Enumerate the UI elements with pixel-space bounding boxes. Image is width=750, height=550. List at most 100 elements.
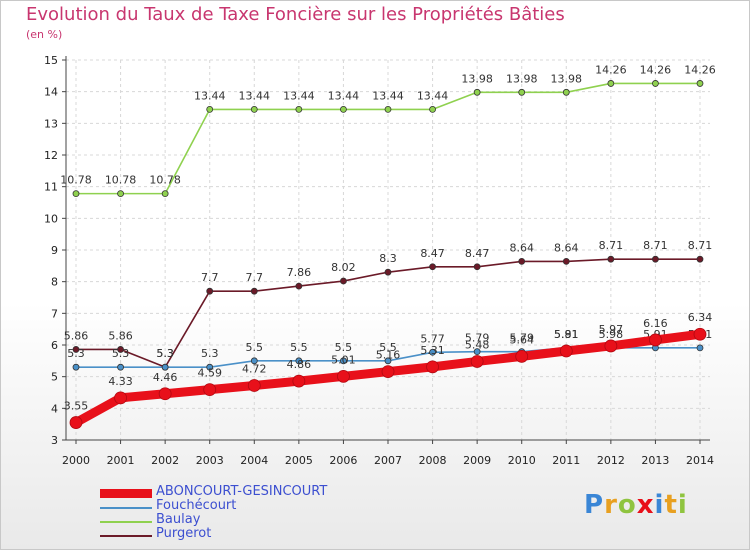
logo-letter: o xyxy=(617,490,637,520)
data-point xyxy=(117,190,124,198)
legend-swatch-fouchecourt xyxy=(100,507,152,509)
data-point xyxy=(72,363,80,371)
x-tick-label: 2009 xyxy=(463,454,491,467)
data-label: 5.86 xyxy=(108,329,133,342)
data-label: 5.5 xyxy=(379,341,397,354)
y-tick-label: 13 xyxy=(44,117,58,130)
logo-letter: r xyxy=(604,490,618,520)
logo-letter: t xyxy=(664,490,678,520)
x-tick-label: 2008 xyxy=(419,454,447,467)
data-point xyxy=(158,387,172,401)
data-label: 13.44 xyxy=(239,89,271,102)
data-point xyxy=(562,88,570,96)
data-label: 7.7 xyxy=(246,271,264,284)
legend-label-purgerot: Purgerot xyxy=(156,526,212,541)
data-label: 4.33 xyxy=(108,375,133,388)
x-tick-label: 2000 xyxy=(62,454,90,467)
y-tick-label: 4 xyxy=(51,402,58,415)
data-point xyxy=(426,360,439,374)
data-label: 3.55 xyxy=(64,400,89,413)
data-label: 8.71 xyxy=(688,239,713,252)
data-label: 5.91 xyxy=(554,328,579,341)
data-point xyxy=(206,287,214,295)
data-label: 5.97 xyxy=(599,323,624,336)
data-point xyxy=(604,339,618,353)
data-label: 6.34 xyxy=(688,311,713,324)
data-label: 5.5 xyxy=(335,341,353,354)
data-label: 5.86 xyxy=(64,329,89,342)
data-label: 4.46 xyxy=(153,371,178,384)
data-label: 8.64 xyxy=(509,241,534,254)
data-label: 14.26 xyxy=(684,63,716,76)
data-point xyxy=(384,106,392,113)
y-tick-label: 12 xyxy=(44,149,58,162)
x-tick-label: 2004 xyxy=(240,454,268,467)
data-point xyxy=(114,391,127,405)
data-label: 13.98 xyxy=(506,72,538,85)
data-point xyxy=(515,349,529,363)
data-point xyxy=(250,106,258,113)
data-label: 5.16 xyxy=(376,349,401,362)
data-point xyxy=(203,383,217,397)
data-label: 5.79 xyxy=(465,332,490,345)
data-label: 5.81 xyxy=(554,328,579,341)
data-label: 8.47 xyxy=(465,247,490,260)
logo-letter: x xyxy=(636,490,655,520)
proxiti-logo: Proxiti xyxy=(584,490,688,520)
y-tick-label: 15 xyxy=(44,54,58,67)
data-point xyxy=(696,80,704,87)
data-point xyxy=(429,348,436,356)
data-point xyxy=(117,363,124,371)
data-point xyxy=(295,357,303,365)
data-point xyxy=(652,80,659,87)
x-tick-label: 2005 xyxy=(285,454,313,467)
y-tick-label: 7 xyxy=(51,307,58,320)
data-label: 8.71 xyxy=(599,239,624,252)
data-label: 5.31 xyxy=(420,344,445,357)
data-point xyxy=(247,379,261,392)
data-point xyxy=(161,363,169,371)
legend-swatch-aboncourt xyxy=(100,489,152,498)
data-point xyxy=(429,106,436,113)
x-tick-label: 2014 xyxy=(686,454,714,467)
data-point xyxy=(649,333,662,347)
data-point xyxy=(518,88,526,96)
data-label: 7.86 xyxy=(287,266,312,279)
data-point xyxy=(117,346,124,353)
data-point xyxy=(340,357,347,365)
data-label: 6.16 xyxy=(643,317,668,330)
data-label: 5.3 xyxy=(112,347,130,360)
data-point xyxy=(562,257,570,265)
data-point xyxy=(696,344,704,352)
data-point xyxy=(340,106,347,113)
data-point xyxy=(384,357,392,365)
data-label: 5.48 xyxy=(465,338,490,351)
data-label: 10.78 xyxy=(105,174,137,187)
legend: ABONCOURT-GESINCOURT Fouchécourt Baulay … xyxy=(100,485,400,542)
data-label: 4.72 xyxy=(242,363,267,376)
data-point xyxy=(250,287,258,295)
data-label: 13.44 xyxy=(328,89,360,102)
data-label: 5.3 xyxy=(201,347,219,360)
x-tick-label: 2011 xyxy=(552,454,580,467)
data-label: 4.59 xyxy=(197,367,222,380)
chart-title: Evolution du Taux de Taxe Foncière sur l… xyxy=(26,4,565,25)
data-label: 5.5 xyxy=(246,341,264,354)
data-label: 5.64 xyxy=(509,333,534,346)
legend-label-baulay: Baulay xyxy=(156,512,201,527)
data-point xyxy=(607,80,615,87)
data-point xyxy=(607,255,615,263)
data-point xyxy=(161,190,169,198)
data-label: 5.3 xyxy=(156,347,174,360)
logo-letter: i xyxy=(677,490,688,520)
data-label: 8.64 xyxy=(554,241,579,254)
data-label: 10.78 xyxy=(60,174,92,187)
data-label: 5.98 xyxy=(599,328,624,341)
legend-label-fouchecourt: Fouchécourt xyxy=(156,498,237,513)
data-point xyxy=(295,282,303,290)
y-tick-label: 3 xyxy=(51,434,58,447)
data-label: 13.44 xyxy=(283,89,315,102)
data-point xyxy=(693,327,707,341)
data-point xyxy=(696,255,704,263)
